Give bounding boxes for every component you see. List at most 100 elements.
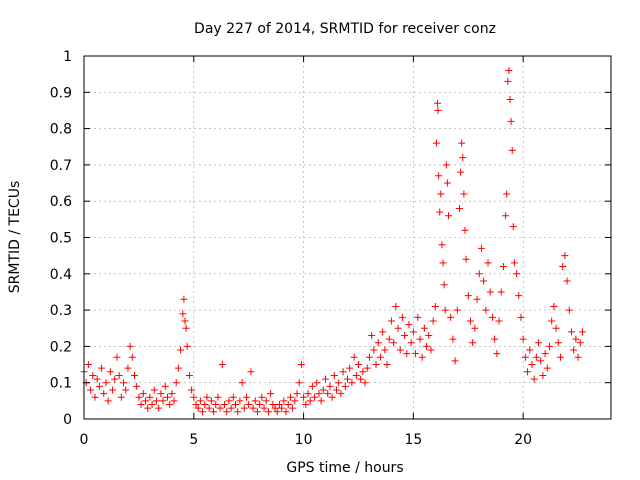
data-point: [238, 379, 246, 387]
data-point: [435, 172, 443, 180]
data-point: [559, 263, 567, 271]
data-point: [258, 393, 266, 401]
data-point: [563, 277, 571, 285]
data-point: [177, 346, 185, 354]
data-point: [214, 393, 222, 401]
data-point: [225, 397, 233, 405]
grid: [84, 56, 611, 419]
data-point: [313, 379, 321, 387]
y-tick-label: 0.6: [50, 194, 72, 210]
data-point: [335, 379, 343, 387]
data-point: [554, 339, 562, 347]
data-point: [503, 190, 511, 198]
data-point: [267, 390, 275, 398]
data-point: [182, 324, 190, 332]
data-point: [565, 306, 573, 314]
data-point: [425, 332, 433, 340]
data-point: [394, 324, 402, 332]
data-point: [429, 317, 437, 325]
data-point: [499, 263, 507, 271]
data-point: [232, 400, 240, 408]
data-point: [484, 259, 492, 267]
data-point: [273, 408, 281, 416]
data-point: [308, 382, 316, 390]
data-point: [434, 99, 442, 107]
data-point: [493, 350, 501, 358]
data-point: [414, 313, 422, 321]
y-tick-label: 0: [63, 412, 72, 428]
data-point: [120, 379, 128, 387]
data-point: [409, 328, 417, 336]
chart-title: Day 227 of 2014, SRMTID for receiver con…: [194, 21, 496, 37]
data-point: [506, 96, 514, 104]
data-point: [328, 393, 336, 401]
data-point: [282, 408, 290, 416]
data-point: [505, 67, 513, 75]
data-point: [271, 404, 279, 412]
data-point: [330, 371, 338, 379]
data-point: [441, 306, 449, 314]
data-point: [346, 364, 354, 372]
data-point: [179, 310, 187, 318]
data-point: [418, 353, 426, 361]
data-point: [188, 386, 196, 394]
x-axis-label: GPS time / hours: [286, 460, 403, 476]
data-point: [379, 328, 387, 336]
data-point: [392, 302, 400, 310]
data-point: [546, 342, 554, 350]
data-point: [109, 386, 117, 394]
data-point: [199, 408, 207, 416]
data-point: [348, 379, 356, 387]
data-point: [144, 404, 152, 412]
data-point: [133, 382, 141, 390]
y-tick-label: 0.8: [50, 122, 72, 138]
data-point: [183, 342, 191, 350]
data-point: [442, 161, 450, 169]
data-point: [260, 404, 268, 412]
data-point: [240, 404, 248, 412]
data-point: [192, 400, 200, 408]
y-tick-label: 0.5: [50, 231, 72, 247]
data-point: [174, 364, 182, 372]
data-point: [159, 397, 167, 405]
data-point: [249, 404, 257, 412]
data-point: [390, 339, 398, 347]
data-point: [443, 179, 451, 187]
data-point: [370, 346, 378, 354]
data-point: [567, 328, 575, 336]
data-point: [229, 393, 237, 401]
data-point: [461, 226, 469, 234]
data-point: [284, 400, 292, 408]
data-point: [148, 400, 156, 408]
data-point: [462, 255, 470, 263]
data-point: [100, 390, 108, 398]
data-point: [350, 353, 358, 361]
data-point: [357, 375, 365, 383]
data-point: [471, 324, 479, 332]
data-point: [480, 277, 488, 285]
data-point: [205, 404, 213, 412]
y-axis-label: SRMTID / TECUs: [7, 181, 23, 294]
y-tick-label: 0.4: [50, 267, 72, 283]
data-point: [524, 368, 532, 376]
data-point: [262, 397, 270, 405]
data-point: [403, 350, 411, 358]
data-point: [89, 371, 97, 379]
data-point: [535, 339, 543, 347]
data-point: [449, 335, 457, 343]
data-point: [203, 393, 211, 401]
data-point: [84, 361, 92, 369]
data-point: [253, 408, 261, 416]
data-point: [466, 317, 474, 325]
data-point: [576, 339, 584, 347]
data-point: [236, 397, 244, 405]
data-point: [396, 346, 404, 354]
data-point: [543, 364, 551, 372]
axis-ticks: 00.10.20.30.40.50.60.70.80.910 5 10 15 20: [50, 49, 611, 448]
data-point: [297, 361, 305, 369]
data-point: [152, 397, 160, 405]
data-point: [126, 342, 134, 350]
data-point: [368, 332, 376, 340]
data-point: [128, 353, 136, 361]
